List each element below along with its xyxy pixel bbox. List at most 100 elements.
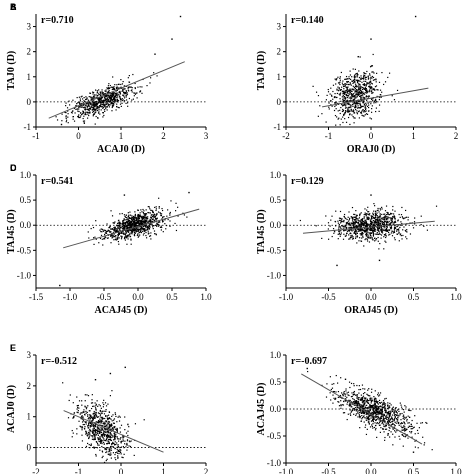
data-point <box>366 223 368 225</box>
data-point <box>334 102 336 104</box>
data-point <box>96 96 98 98</box>
data-point <box>361 233 363 236</box>
data-point <box>118 452 120 455</box>
data-point <box>358 102 360 105</box>
data-point <box>109 231 111 234</box>
data-point <box>398 410 400 413</box>
data-point <box>156 223 159 225</box>
data-point <box>338 88 340 90</box>
data-point <box>128 230 130 232</box>
data-point <box>169 220 171 222</box>
data-point <box>370 222 373 224</box>
data-point <box>107 427 109 429</box>
data-point <box>125 225 127 227</box>
data-point <box>86 434 88 437</box>
data-point <box>350 232 352 235</box>
data-point <box>133 222 136 224</box>
data-point <box>353 78 356 80</box>
data-point <box>109 432 111 434</box>
data-point <box>92 106 94 108</box>
data-point <box>345 107 347 109</box>
data-point <box>118 446 120 449</box>
data-point <box>104 431 106 433</box>
data-point <box>370 402 372 404</box>
data-point <box>145 216 147 219</box>
data-point <box>397 225 399 227</box>
data-point <box>364 219 366 221</box>
data-point <box>340 106 342 109</box>
data-point <box>368 217 370 219</box>
data-point <box>363 230 365 232</box>
data-point <box>334 221 337 223</box>
data-point <box>98 419 100 422</box>
data-point <box>327 88 329 91</box>
data-point <box>126 444 128 446</box>
data-point <box>93 405 95 407</box>
data-point <box>103 433 105 435</box>
data-point <box>383 425 385 427</box>
data-point <box>346 86 348 89</box>
data-point <box>100 441 102 443</box>
data-point <box>385 205 388 207</box>
regression-line <box>63 208 200 249</box>
data-point <box>366 404 368 406</box>
data-point <box>125 224 127 226</box>
data-point <box>143 229 145 231</box>
data-point <box>113 235 115 238</box>
data-point <box>364 221 366 223</box>
data-point <box>99 418 101 420</box>
data-point <box>369 395 371 397</box>
data-point <box>370 87 372 89</box>
data-point <box>93 428 95 430</box>
data-point <box>126 440 129 442</box>
data-point <box>97 112 100 114</box>
data-point <box>385 424 387 426</box>
data-point <box>355 94 357 96</box>
data-point <box>117 106 119 109</box>
data-point <box>128 426 130 428</box>
data-point <box>132 222 134 224</box>
data-point <box>139 90 142 92</box>
data-point <box>375 79 377 81</box>
data-point <box>128 90 130 92</box>
data-point <box>111 444 113 446</box>
data-point <box>393 215 395 217</box>
data-point <box>364 111 366 113</box>
data-point <box>146 225 149 227</box>
data-point <box>385 233 387 235</box>
data-point <box>146 217 149 219</box>
data-point <box>112 94 114 97</box>
data-point <box>387 229 389 231</box>
data-point <box>377 228 379 230</box>
data-point <box>65 116 67 118</box>
data-point <box>407 422 409 424</box>
data-point <box>103 114 105 117</box>
data-point <box>121 235 123 238</box>
data-point <box>137 217 139 220</box>
data-point <box>183 214 186 216</box>
data-point <box>109 97 111 99</box>
data-point <box>355 216 357 218</box>
data-point <box>88 237 90 239</box>
data-point <box>108 432 110 434</box>
data-point <box>349 107 351 109</box>
data-point <box>114 92 116 94</box>
data-point <box>73 120 76 122</box>
data-point <box>342 84 345 86</box>
data-point <box>354 106 356 108</box>
data-point <box>345 227 348 230</box>
data-point <box>86 117 89 119</box>
data-point <box>114 98 116 101</box>
data-point <box>133 92 135 94</box>
data-point <box>105 436 108 438</box>
data-point <box>89 108 92 110</box>
data-point <box>331 105 333 107</box>
data-point <box>381 421 384 424</box>
data-point <box>396 225 398 228</box>
data-point <box>361 401 363 403</box>
data-point <box>108 96 110 98</box>
data-point <box>343 97 345 99</box>
data-point <box>393 216 395 218</box>
data-point <box>138 235 140 237</box>
data-point <box>371 407 373 409</box>
